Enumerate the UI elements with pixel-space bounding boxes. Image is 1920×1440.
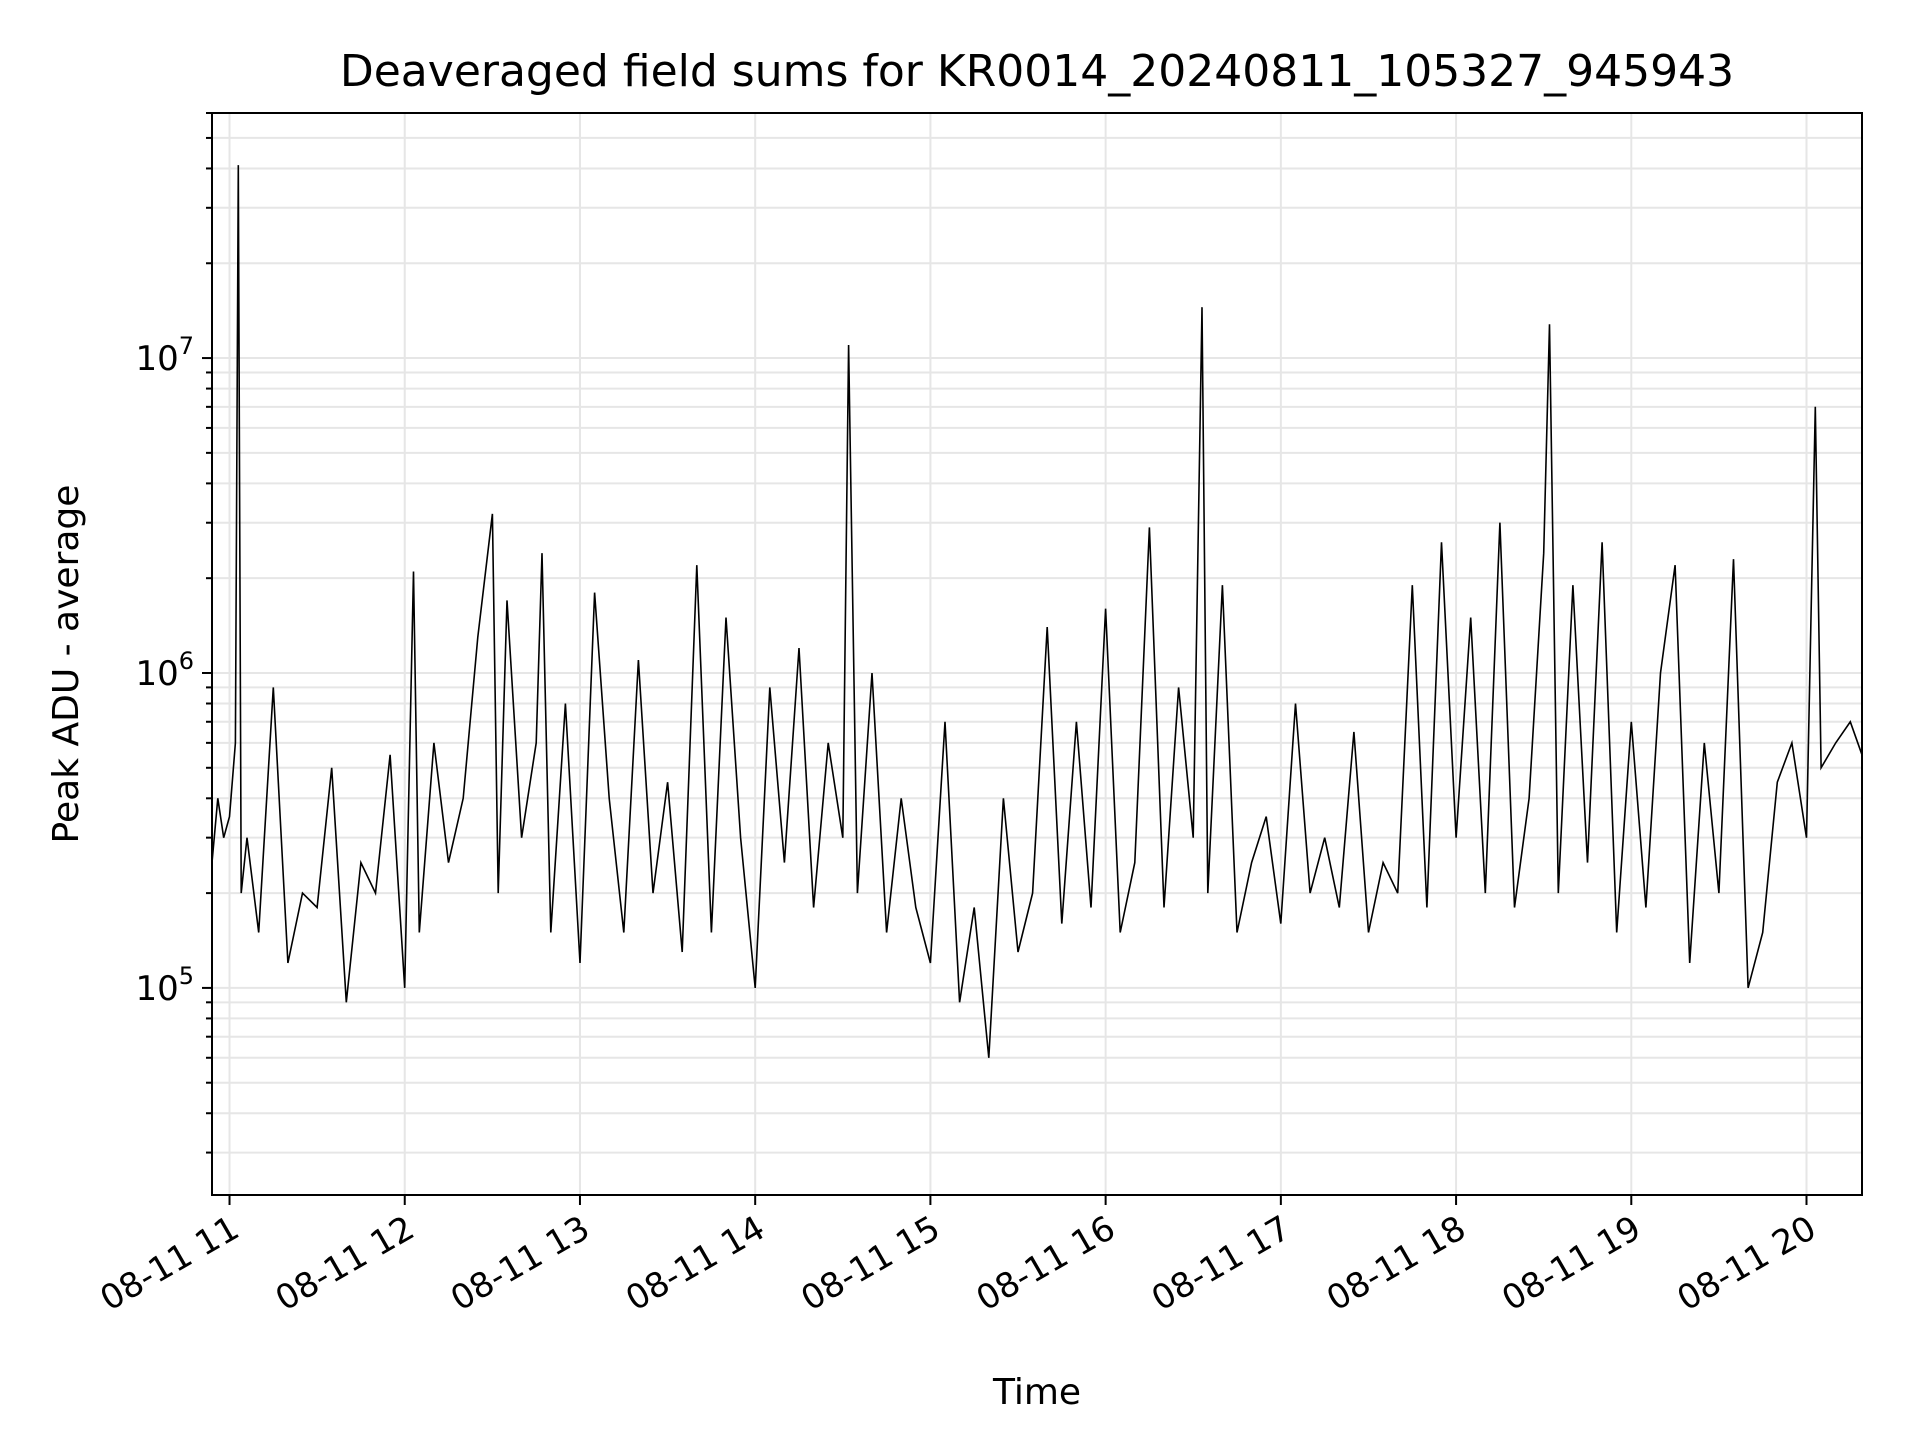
y-tick-base: 10 <box>135 969 178 1009</box>
series-line <box>211 165 1863 1058</box>
y-tick-label: 107 <box>135 332 194 379</box>
series-layer <box>211 165 1863 1058</box>
y-tick-exponent: 5 <box>179 962 194 990</box>
x-axis-label: Time <box>992 1372 1081 1413</box>
chart-title: Deaveraged field sums for KR0014_2024081… <box>340 46 1734 97</box>
y-axis-label: Peak ADU - average <box>46 485 87 844</box>
y-tick-base: 10 <box>135 339 178 379</box>
y-tick-label: 106 <box>135 647 194 694</box>
y-tick-label: 105 <box>135 962 194 1009</box>
y-tick-base: 10 <box>135 654 178 694</box>
y-tick-exponent: 7 <box>179 332 194 360</box>
plot-frame <box>211 112 1863 1196</box>
y-tick-exponent: 6 <box>179 647 194 675</box>
